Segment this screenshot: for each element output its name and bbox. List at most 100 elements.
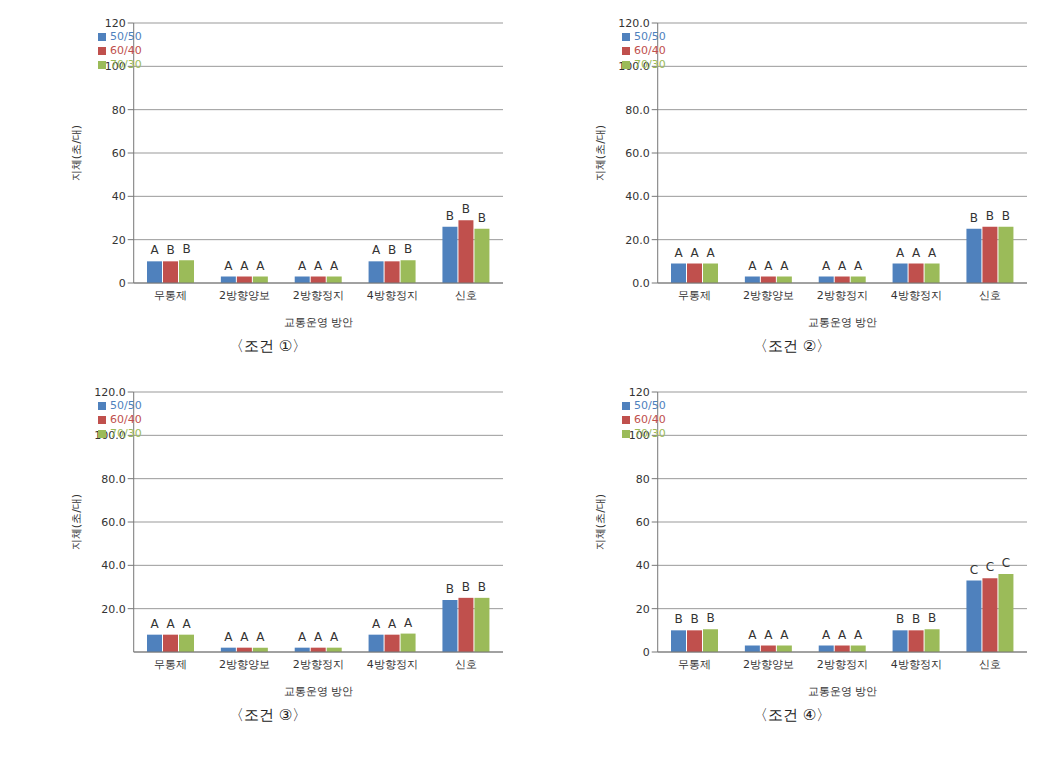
svg-text:100: 100 bbox=[105, 60, 126, 73]
svg-text:A: A bbox=[240, 630, 249, 644]
svg-text:20.0: 20.0 bbox=[625, 234, 650, 247]
svg-text:20: 20 bbox=[636, 603, 650, 616]
svg-text:A: A bbox=[706, 246, 715, 260]
svg-text:120.0: 120.0 bbox=[618, 17, 650, 30]
svg-text:A: A bbox=[928, 246, 937, 260]
svg-text:B: B bbox=[446, 582, 454, 596]
svg-text:0: 0 bbox=[643, 646, 650, 659]
svg-text:A: A bbox=[314, 259, 323, 273]
svg-text:지체(초/대): 지체(초/대) bbox=[70, 494, 83, 550]
svg-text:C: C bbox=[1002, 556, 1010, 570]
svg-text:B: B bbox=[674, 612, 682, 626]
svg-text:신호: 신호 bbox=[455, 658, 477, 671]
svg-text:60.0: 60.0 bbox=[101, 516, 126, 529]
svg-text:80.0: 80.0 bbox=[625, 104, 650, 117]
svg-text:B: B bbox=[970, 211, 978, 225]
svg-text:B: B bbox=[182, 242, 190, 256]
svg-text:2방향정지: 2방향정지 bbox=[293, 289, 344, 302]
svg-text:B: B bbox=[928, 611, 936, 625]
svg-text:신호: 신호 bbox=[455, 289, 477, 302]
svg-text:무통제: 무통제 bbox=[678, 658, 711, 671]
svg-text:0: 0 bbox=[119, 277, 126, 290]
svg-text:B: B bbox=[462, 202, 470, 216]
svg-text:60: 60 bbox=[112, 147, 126, 160]
svg-text:40: 40 bbox=[112, 190, 126, 203]
svg-text:A: A bbox=[854, 259, 863, 273]
svg-text:A: A bbox=[330, 259, 339, 273]
svg-text:B: B bbox=[690, 612, 698, 626]
svg-text:B: B bbox=[446, 209, 454, 223]
svg-text:A: A bbox=[822, 628, 831, 642]
svg-text:B: B bbox=[404, 242, 412, 256]
svg-text:2방향정지: 2방향정지 bbox=[817, 289, 868, 302]
svg-text:A: A bbox=[838, 628, 847, 642]
svg-text:120: 120 bbox=[629, 386, 650, 399]
svg-text:B: B bbox=[462, 580, 470, 594]
svg-text:무통제: 무통제 bbox=[154, 289, 187, 302]
svg-text:A: A bbox=[166, 617, 175, 631]
svg-text:A: A bbox=[854, 628, 863, 642]
svg-text:100.0: 100.0 bbox=[618, 60, 650, 73]
svg-text:무통제: 무통제 bbox=[154, 658, 187, 671]
svg-text:2방향정지: 2방향정지 bbox=[293, 658, 344, 671]
svg-text:20.0: 20.0 bbox=[101, 603, 126, 616]
svg-text:A: A bbox=[748, 628, 757, 642]
svg-text:B: B bbox=[706, 611, 714, 625]
svg-text:80.0: 80.0 bbox=[101, 473, 126, 486]
svg-text:A: A bbox=[822, 259, 831, 273]
svg-text:C: C bbox=[970, 563, 978, 577]
svg-text:120: 120 bbox=[105, 17, 126, 30]
svg-text:B: B bbox=[912, 612, 920, 626]
svg-text:지체(초/대): 지체(초/대) bbox=[594, 125, 607, 181]
svg-text:B: B bbox=[478, 580, 486, 594]
svg-text:B: B bbox=[896, 612, 904, 626]
svg-text:A: A bbox=[224, 259, 233, 273]
svg-text:4방향정지: 4방향정지 bbox=[891, 289, 942, 302]
svg-text:A: A bbox=[256, 259, 265, 273]
svg-text:40.0: 40.0 bbox=[625, 190, 650, 203]
svg-text:120.0: 120.0 bbox=[94, 386, 126, 399]
svg-text:A: A bbox=[912, 246, 921, 260]
svg-text:교통운영 방안: 교통운영 방안 bbox=[284, 316, 354, 329]
svg-text:지체(초/대): 지체(초/대) bbox=[594, 494, 607, 550]
svg-text:4방향정지: 4방향정지 bbox=[367, 289, 418, 302]
svg-text:A: A bbox=[224, 630, 233, 644]
svg-text:무통제: 무통제 bbox=[678, 289, 711, 302]
svg-text:60: 60 bbox=[636, 516, 650, 529]
svg-text:A: A bbox=[764, 259, 773, 273]
svg-text:A: A bbox=[256, 630, 265, 644]
svg-text:C: C bbox=[986, 560, 994, 574]
svg-text:0.0: 0.0 bbox=[632, 277, 650, 290]
svg-text:2방향양보: 2방향양보 bbox=[219, 289, 270, 302]
svg-text:신호: 신호 bbox=[979, 289, 1001, 302]
svg-text:A: A bbox=[780, 259, 789, 273]
svg-text:A: A bbox=[240, 259, 249, 273]
svg-text:B: B bbox=[388, 243, 396, 257]
svg-text:A: A bbox=[372, 617, 381, 631]
svg-text:2방향양보: 2방향양보 bbox=[743, 658, 794, 671]
svg-text:A: A bbox=[388, 617, 397, 631]
svg-text:A: A bbox=[298, 259, 307, 273]
svg-text:B: B bbox=[478, 211, 486, 225]
svg-text:A: A bbox=[780, 628, 789, 642]
svg-text:A: A bbox=[182, 617, 191, 631]
svg-text:교통운영 방안: 교통운영 방안 bbox=[808, 685, 878, 698]
svg-text:교통운영 방안: 교통운영 방안 bbox=[808, 316, 878, 329]
svg-text:A: A bbox=[298, 630, 307, 644]
svg-text:2방향양보: 2방향양보 bbox=[743, 289, 794, 302]
svg-text:4방향정지: 4방향정지 bbox=[367, 658, 418, 671]
svg-text:A: A bbox=[896, 246, 905, 260]
svg-text:60.0: 60.0 bbox=[625, 147, 650, 160]
svg-text:B: B bbox=[1002, 209, 1010, 223]
svg-text:80: 80 bbox=[636, 473, 650, 486]
svg-text:지체(초/대): 지체(초/대) bbox=[70, 125, 83, 181]
svg-text:A: A bbox=[372, 243, 381, 257]
svg-text:20: 20 bbox=[112, 234, 126, 247]
svg-text:2방향양보: 2방향양보 bbox=[219, 658, 270, 671]
svg-text:40: 40 bbox=[636, 559, 650, 572]
svg-text:80: 80 bbox=[112, 104, 126, 117]
svg-text:A: A bbox=[150, 243, 159, 257]
svg-text:A: A bbox=[314, 630, 323, 644]
svg-text:A: A bbox=[690, 246, 699, 260]
svg-text:100.0: 100.0 bbox=[94, 429, 126, 442]
